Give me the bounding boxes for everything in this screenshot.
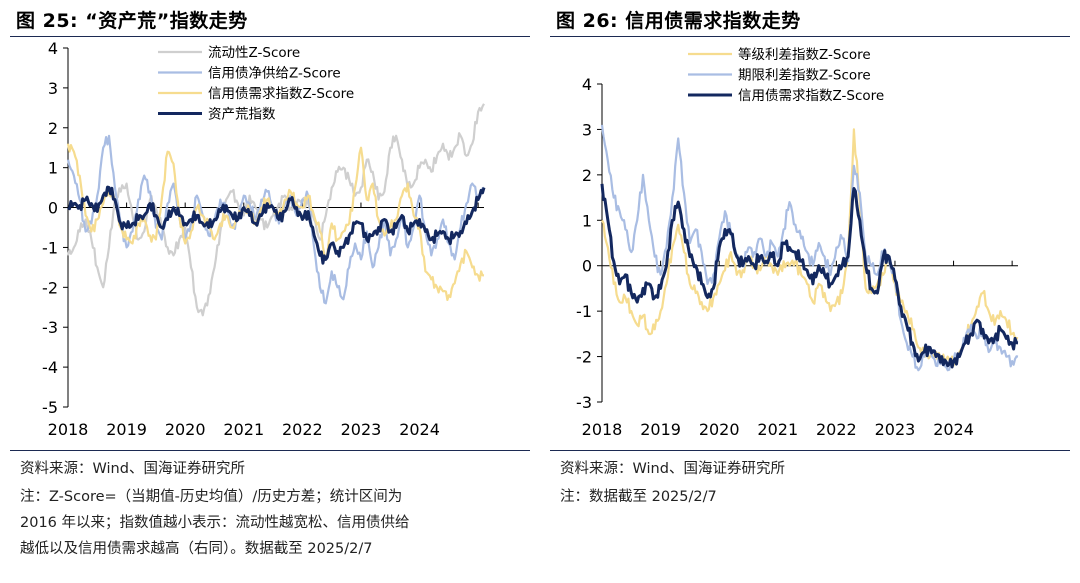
figure-25-note-line-1: 注：Z-Score=（当期值-历史均值）/历史方差；统计区间为 — [20, 489, 403, 505]
x-tick-label: 2019 — [106, 420, 147, 439]
figure-25-panel: 图 25: “资产荒”指数走势 -5 -4 -3 -2 -1 0 1 2 3 4 2018 2019 2… — [10, 0, 540, 583]
x-tick-label: 2018 — [582, 420, 623, 439]
x-tick-label: 2020 — [165, 420, 206, 439]
x-tick-label: 2021 — [223, 420, 264, 439]
y-tick-label: 2 — [48, 119, 58, 138]
y-tick-label: -3 — [576, 393, 592, 412]
y-tick-label: 2 — [582, 166, 592, 185]
figure-25-note-line-3: 越低以及信用债需求越高（右同）。数据截至 2025/2/7 — [20, 541, 373, 557]
legend-label: 信用债需求指数Z-Score — [208, 86, 354, 102]
figure-25-bottom-rule — [10, 450, 530, 451]
legend-label: 资产荒指数 — [208, 107, 276, 123]
figure-25-title: 图 25: “资产荒”指数走势 — [16, 10, 248, 32]
figure-26-bottom-rule — [550, 450, 1070, 451]
x-tick-label: 2022 — [816, 420, 857, 439]
figure-26-note-line-1: 注：数据截至 2025/2/7 — [560, 489, 717, 505]
y-tick-label: -2 — [42, 278, 58, 297]
x-tick-label: 2019 — [640, 420, 681, 439]
legend-label: 信用债净供给Z-Score — [208, 66, 341, 82]
y-tick-label: 4 — [582, 75, 592, 94]
series-line — [67, 185, 486, 265]
x-tick-label: 2023 — [341, 420, 382, 439]
figure-26-top-rule — [550, 36, 1070, 37]
y-tick-label: -2 — [576, 348, 592, 367]
series-line — [601, 128, 1019, 367]
x-tick-label: 2023 — [875, 420, 916, 439]
legend-label: 信用债需求指数Z-Score — [738, 88, 884, 104]
y-tick-label: -3 — [42, 318, 58, 337]
y-tick-label: 0 — [582, 257, 592, 276]
series-line — [600, 124, 1019, 372]
asset-shortage-index-chart: -5 -4 -3 -2 -1 0 1 2 3 4 2018 2019 2020 2021 2022 2023 2… — [42, 39, 486, 439]
y-tick-label: 1 — [582, 211, 592, 230]
series-line — [66, 143, 485, 301]
y-tick-label: 1 — [48, 159, 58, 178]
x-tick-label: 2022 — [282, 420, 323, 439]
figure-26-source: 资料来源：Wind、国海证券研究所 — [560, 461, 785, 477]
x-tick-label: 2020 — [699, 420, 740, 439]
y-tick-label: -5 — [42, 398, 58, 417]
y-tick-label: -1 — [576, 302, 592, 321]
y-tick-label: 4 — [48, 39, 58, 58]
figure-26-panel: 图 26: 信用债需求指数走势 -3 -2 -1 0 1 2 3 4 2018 2019 2020 2… — [550, 0, 1080, 583]
credit-bond-demand-index-chart: -3 -2 -1 0 1 2 3 4 2018 2019 2020 2021 2022 2023 2024 等… — [576, 46, 1019, 439]
figure-25-source: 资料来源：Wind、国海证券研究所 — [20, 461, 245, 477]
series-line — [600, 183, 1019, 369]
y-tick-label: -4 — [42, 358, 58, 377]
legend-label: 期限利差指数Z-Score — [738, 68, 871, 84]
y-tick-label: -1 — [42, 238, 58, 257]
figure-26-note: 注：数据截至 2025/2/7 — [560, 484, 717, 510]
series-line — [66, 134, 485, 305]
figure-25-top-rule — [10, 36, 530, 37]
y-tick-label: 3 — [48, 79, 58, 98]
legend-label: 流动性Z-Score — [208, 45, 300, 61]
x-tick-label: 2018 — [48, 420, 89, 439]
y-tick-label: 3 — [582, 120, 592, 139]
figure-25-note-line-2: 2016 年以来；指数值越小表示：流动性越宽松、信用债供给 — [20, 515, 410, 531]
x-tick-label: 2024 — [933, 420, 974, 439]
figure-25-note: 注：Z-Score=（当期值-历史均值）/历史方差；统计区间为 2016 年以来… — [20, 484, 410, 562]
figure-26-title: 图 26: 信用债需求指数走势 — [556, 10, 801, 32]
x-tick-label: 2021 — [757, 420, 798, 439]
legend-label: 等级利差指数Z-Score — [738, 46, 871, 63]
x-tick-label: 2024 — [399, 420, 440, 439]
y-tick-label: 0 — [48, 199, 58, 218]
